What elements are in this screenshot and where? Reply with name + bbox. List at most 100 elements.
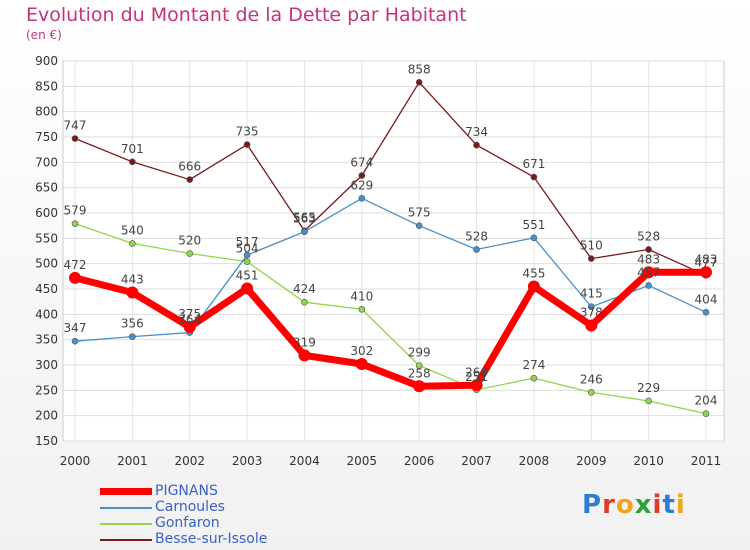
legend-label-carnoules: Carnoules [155, 499, 225, 515]
chart-title: Evolution du Montant de la Dette par Hab… [26, 4, 467, 26]
logo-letter: t [662, 490, 676, 520]
data-label-0: 378 [580, 305, 603, 319]
data-label-1: 457 [637, 265, 660, 279]
x-tick-label: 2001 [117, 454, 148, 468]
y-tick-label: 250 [35, 383, 58, 397]
legend-swatch-pignans [100, 488, 152, 495]
x-tick-label: 2006 [404, 454, 435, 468]
unit-label: (en €) [26, 28, 62, 42]
legend-item-pignans: PIGNANS [100, 483, 300, 500]
y-tick-label: 600 [35, 206, 58, 220]
data-label-2: 410 [350, 289, 373, 303]
data-label-0: 472 [64, 258, 87, 272]
logo-letter: x [634, 490, 653, 520]
y-tick-label: 750 [35, 130, 58, 144]
data-label-0: 260 [465, 365, 488, 379]
data-label-0: 451 [236, 268, 259, 282]
data-point-0 [700, 266, 712, 279]
legend-item-carnoules: Carnoules [100, 499, 300, 516]
x-tick-label: 2004 [289, 454, 320, 468]
data-label-2: 246 [580, 372, 603, 386]
y-tick-label: 150 [35, 434, 58, 448]
data-label-1: 517 [236, 235, 259, 249]
legend-swatch-besse [100, 539, 152, 541]
data-label-3: 701 [121, 142, 144, 156]
data-label-3: 858 [408, 62, 431, 76]
data-label-3: 734 [465, 125, 488, 139]
legend-label-pignans: PIGNANS [155, 483, 218, 499]
x-axis: 2000 2001 2002 2003 2004 2005 2006 2007 2008 2009… [60, 454, 722, 468]
x-tick-label: 2008 [519, 454, 550, 468]
y-tick-label: 800 [35, 105, 58, 119]
logo-letter: r [602, 490, 616, 520]
data-label-0: 319 [293, 335, 316, 349]
x-tick-label: 2003 [232, 454, 263, 468]
data-point-3 [530, 173, 538, 181]
x-tick-label: 2010 [633, 454, 664, 468]
legend-label-gonfaron: Gonfaron [155, 515, 220, 531]
data-label-0: 483 [637, 252, 660, 266]
data-point-0 [413, 380, 426, 393]
proxiti-logo: Proxiti [582, 490, 686, 520]
data-point-3 [645, 246, 652, 253]
y-tick-label: 300 [35, 358, 58, 372]
legend-item-gonfaron: Gonfaron [100, 515, 300, 532]
data-point-0 [470, 379, 483, 392]
data-label-2: 424 [293, 282, 316, 296]
data-point-1 [702, 309, 710, 316]
logo-letter: i [652, 490, 663, 520]
gridlines [63, 60, 724, 442]
x-tick-label: 2009 [576, 454, 607, 468]
data-label-1: 629 [350, 178, 373, 192]
data-label-2: 204 [695, 394, 718, 408]
x-tick-label: 2007 [461, 454, 492, 468]
y-axis: 150 200 250 300 350 400 450 500 550 600 650 700 750 8… [35, 54, 58, 448]
data-label-1: 563 [293, 212, 316, 226]
data-label-3: 565 [293, 211, 316, 225]
data-label-2: 579 [64, 204, 87, 218]
data-point-0 [241, 282, 254, 295]
data-point-2 [186, 250, 194, 257]
data-label-2: 520 [178, 234, 201, 248]
x-tick-label: 2002 [174, 454, 205, 468]
y-tick-label: 450 [35, 282, 58, 296]
data-label-2: 299 [408, 346, 431, 360]
data-label-0: 483 [695, 252, 718, 266]
data-point-0 [355, 357, 368, 370]
logo-letter: i [675, 490, 686, 520]
data-label-1: 356 [121, 317, 144, 331]
data-point-2 [129, 240, 136, 247]
data-label-0: 258 [408, 366, 431, 380]
data-point-0 [642, 266, 655, 279]
data-point-3 [71, 135, 79, 142]
x-tick-label: 2005 [347, 454, 378, 468]
data-label-3: 671 [522, 157, 545, 171]
y-tick-label: 550 [35, 231, 58, 245]
data-point-1 [530, 234, 538, 242]
data-label-1: 528 [465, 229, 488, 243]
data-point-2 [702, 410, 710, 417]
data-point-3 [415, 78, 423, 86]
data-point-1 [243, 251, 251, 259]
data-label-2: 274 [522, 358, 545, 372]
data-point-3 [129, 158, 136, 166]
data-point-2 [587, 389, 595, 396]
data-label-1: 575 [408, 206, 431, 220]
y-tick-label: 700 [35, 155, 58, 169]
data-label-1: 347 [64, 321, 87, 335]
data-point-1 [358, 195, 366, 202]
data-label-3: 674 [350, 156, 373, 170]
y-tick-label: 350 [35, 333, 58, 347]
data-point-3 [243, 141, 251, 148]
data-point-0 [527, 280, 540, 293]
data-label-1: 415 [580, 287, 603, 301]
series-group [69, 78, 712, 417]
data-label-3: 735 [236, 125, 259, 139]
data-point-2 [645, 397, 652, 405]
logo-letter: o [615, 490, 635, 520]
legend-swatch-carnoules [100, 507, 152, 509]
y-tick-label: 500 [35, 257, 58, 271]
data-point-2 [415, 362, 423, 369]
data-label-3: 510 [580, 239, 603, 253]
data-label-3: 666 [178, 160, 201, 174]
